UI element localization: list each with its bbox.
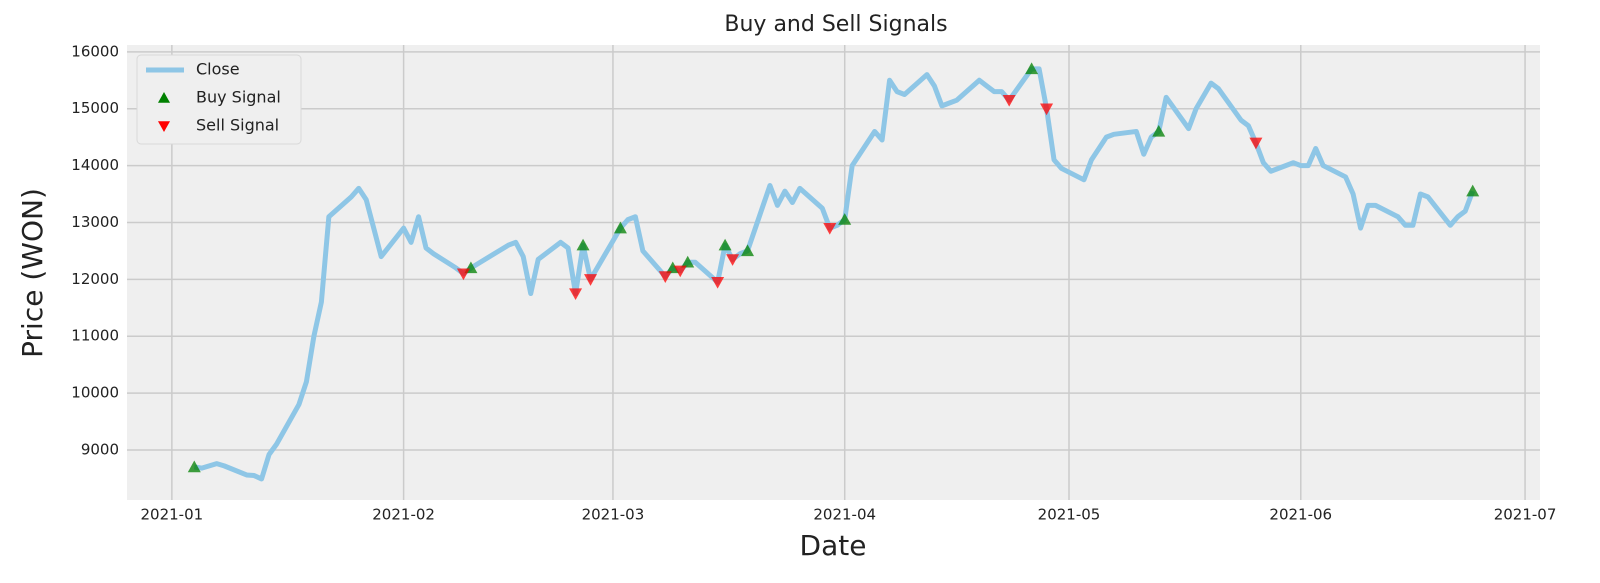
buy-marker [1025, 62, 1039, 75]
x-tick-label: 2021-03 [582, 506, 645, 524]
buy-marker [741, 244, 755, 257]
legend-label: Sell Signal [196, 116, 279, 135]
y-tick-label: 9000 [81, 440, 119, 458]
legend: Close Buy Signal Sell Signal [136, 54, 302, 145]
y-tick-label: 11000 [71, 327, 119, 345]
sell-marker [1249, 137, 1263, 150]
y-axis-label: Price (WON) [16, 188, 49, 358]
x-tick-label: 2021-05 [1038, 506, 1101, 524]
sell-marker [711, 276, 725, 289]
sell-marker [658, 271, 672, 283]
buy-marker [1152, 124, 1166, 137]
buy-marker [666, 261, 680, 274]
sell-marker [673, 265, 687, 278]
buy-marker [1466, 184, 1480, 197]
legend-marker [158, 121, 170, 132]
y-tick-label: 15000 [71, 99, 119, 117]
y-tick-label: 12000 [71, 270, 119, 288]
legend-box [136, 54, 302, 145]
plot-area [127, 45, 1540, 500]
sell-marker [726, 254, 740, 266]
buy-marker [681, 255, 695, 268]
legend-label: Close [196, 60, 240, 79]
sell-marker [584, 274, 598, 286]
chart-title: Buy and Sell Signals [724, 12, 947, 37]
y-tick-label: 16000 [71, 42, 119, 60]
sell-marker [456, 268, 470, 281]
y-tick-label: 13000 [71, 213, 119, 231]
sell-marker [823, 222, 837, 235]
y-tick-label: 14000 [71, 156, 119, 174]
buy-marker [187, 460, 201, 473]
x-tick-label: 2021-04 [813, 506, 876, 524]
buy-marker [718, 238, 732, 251]
x-axis-label: Date [800, 529, 867, 562]
legend-label: Buy Signal [196, 88, 281, 107]
x-tick-label: 2021-02 [372, 506, 435, 524]
y-tick-label: 10000 [71, 384, 119, 402]
buy-marker [576, 238, 590, 251]
close-line [193, 66, 1476, 482]
legend-marker [158, 92, 170, 103]
buy-marker [613, 221, 627, 234]
buy-marker [838, 213, 852, 225]
sell-marker [1040, 103, 1054, 116]
sell-marker [569, 288, 583, 301]
x-tick-label: 2021-07 [1494, 506, 1557, 524]
sell-marker [1002, 94, 1016, 107]
x-tick-label: 2021-06 [1269, 506, 1332, 524]
x-tick-label: 2021-01 [141, 506, 204, 524]
